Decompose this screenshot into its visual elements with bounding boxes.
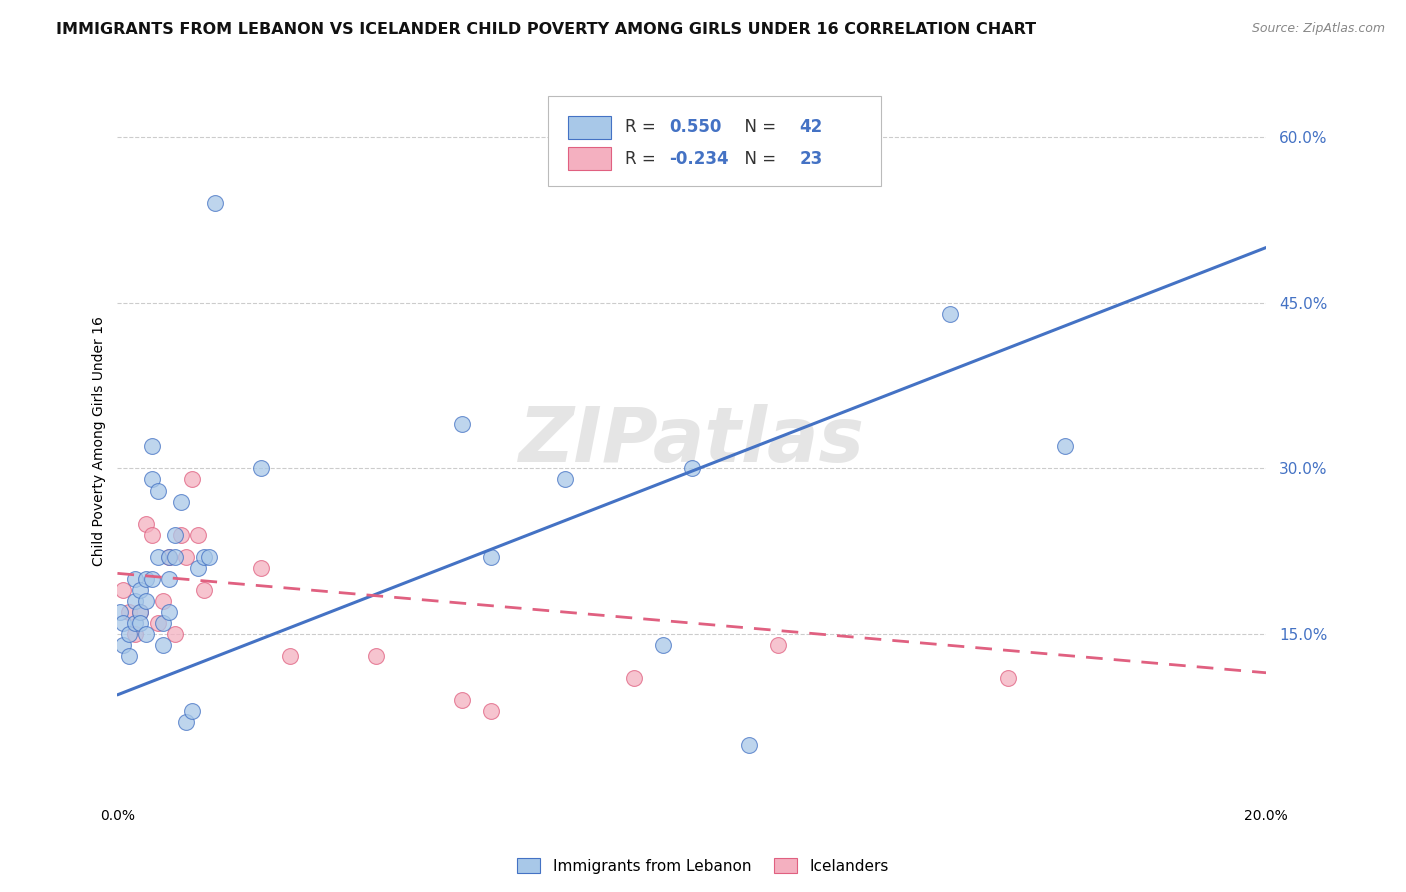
Point — [364, 649, 387, 664]
Point — [152, 638, 174, 652]
Text: 0.550: 0.550 — [669, 118, 721, 136]
Point — [187, 527, 209, 541]
Point — [766, 638, 789, 652]
Point — [163, 627, 186, 641]
Point — [939, 307, 962, 321]
Text: ZIPatlas: ZIPatlas — [519, 404, 865, 478]
FancyBboxPatch shape — [568, 116, 612, 138]
Point — [204, 196, 226, 211]
Text: -0.234: -0.234 — [669, 150, 728, 168]
Point — [169, 494, 191, 508]
Text: 23: 23 — [800, 150, 823, 168]
Point — [163, 549, 186, 564]
Point — [112, 638, 135, 652]
Point — [146, 483, 169, 498]
Point — [146, 549, 169, 564]
Point — [110, 605, 132, 619]
Point — [124, 572, 146, 586]
Point — [181, 705, 204, 719]
Point — [1053, 439, 1076, 453]
Point — [169, 527, 191, 541]
Point — [193, 549, 215, 564]
Text: N =: N = — [734, 150, 782, 168]
Point — [157, 572, 180, 586]
Point — [176, 715, 198, 730]
Point — [163, 527, 186, 541]
Point — [135, 627, 157, 641]
Point — [198, 549, 221, 564]
Point — [135, 594, 157, 608]
Point — [141, 439, 163, 453]
Point — [738, 738, 761, 752]
Point — [187, 561, 209, 575]
Y-axis label: Child Poverty Among Girls Under 16: Child Poverty Among Girls Under 16 — [93, 316, 107, 566]
Point — [451, 417, 474, 432]
Point — [112, 615, 135, 630]
Text: N =: N = — [734, 118, 782, 136]
Point — [181, 473, 204, 487]
Point — [129, 582, 152, 597]
Point — [124, 615, 146, 630]
Text: R =: R = — [626, 150, 661, 168]
Point — [157, 549, 180, 564]
Point — [118, 627, 141, 641]
Text: Source: ZipAtlas.com: Source: ZipAtlas.com — [1251, 22, 1385, 36]
Point — [129, 605, 152, 619]
Legend: Immigrants from Lebanon, Icelanders: Immigrants from Lebanon, Icelanders — [512, 852, 894, 880]
Point — [278, 649, 301, 664]
Point — [124, 594, 146, 608]
Point — [118, 605, 141, 619]
Point — [124, 627, 146, 641]
Point — [141, 473, 163, 487]
Point — [118, 649, 141, 664]
Point — [250, 461, 273, 475]
Point — [141, 572, 163, 586]
Point — [141, 527, 163, 541]
Point — [129, 605, 152, 619]
Point — [135, 516, 157, 531]
Point — [157, 605, 180, 619]
Point — [135, 572, 157, 586]
Point — [146, 615, 169, 630]
Point — [112, 582, 135, 597]
Point — [451, 693, 474, 707]
Point — [157, 549, 180, 564]
Point — [250, 561, 273, 575]
Point — [479, 705, 502, 719]
Point — [681, 461, 703, 475]
Point — [652, 638, 675, 652]
Point — [554, 473, 576, 487]
Point — [193, 582, 215, 597]
Text: R =: R = — [626, 118, 661, 136]
Point — [152, 594, 174, 608]
Text: 42: 42 — [800, 118, 823, 136]
Point — [129, 615, 152, 630]
Point — [152, 615, 174, 630]
FancyBboxPatch shape — [548, 96, 882, 186]
Point — [479, 549, 502, 564]
FancyBboxPatch shape — [568, 147, 612, 170]
Text: IMMIGRANTS FROM LEBANON VS ICELANDER CHILD POVERTY AMONG GIRLS UNDER 16 CORRELAT: IMMIGRANTS FROM LEBANON VS ICELANDER CHI… — [56, 22, 1036, 37]
Point — [997, 671, 1019, 685]
Point — [176, 549, 198, 564]
Point — [623, 671, 645, 685]
